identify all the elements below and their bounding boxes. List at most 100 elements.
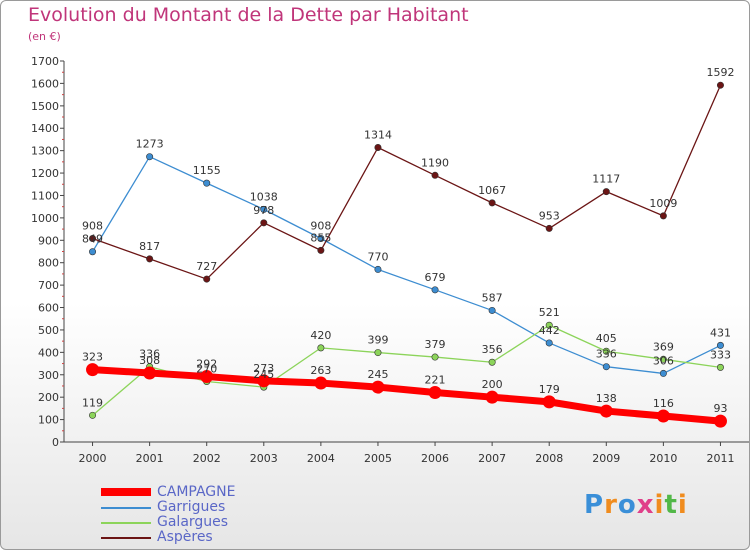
legend-item-asperes[interactable]: Aspères [101,530,401,545]
data-point-garrigues[interactable] [260,205,268,213]
data-point-asperes[interactable] [203,275,211,283]
data-label-campagne: 93 [713,402,727,415]
data-point-garrigues[interactable] [488,306,496,314]
data-point-garrigues[interactable] [146,153,154,161]
data-labels-layer: 849 1273 1155 1038 908 770 679 587 442 336 306 431 1… [82,66,734,415]
data-label-galargues: 379 [425,338,446,351]
legend-label-galargues: Galargues [157,514,229,530]
data-point-garrigues[interactable] [716,341,724,349]
data-label-asperes: 1592 [706,66,734,79]
data-point-campagne[interactable] [656,409,670,423]
data-label-asperes: 1190 [421,156,449,169]
legend-item-galargues[interactable]: Galargues [101,515,401,530]
legend-swatch-campagne [101,488,151,496]
legend-label-asperes: Aspères [157,529,213,545]
data-label-garrigues: 306 [653,354,674,367]
data-point-campagne[interactable] [713,414,727,428]
data-point-campagne[interactable] [143,366,157,380]
y-tick-label: 1100 [31,189,59,202]
data-point-asperes[interactable] [146,255,154,263]
data-label-garrigues: 1038 [250,190,278,203]
data-point-campagne[interactable] [599,404,613,418]
data-label-garrigues: 587 [482,291,503,304]
data-point-galargues[interactable] [545,321,553,329]
data-point-campagne[interactable] [428,385,442,399]
y-tick-label: 0 [52,436,59,449]
y-tick-label: 600 [38,302,59,315]
series-layer [86,81,727,428]
data-point-asperes[interactable] [545,224,553,232]
data-point-asperes[interactable] [89,235,97,243]
data-label-galargues: 356 [482,343,503,356]
data-point-asperes[interactable] [260,219,268,227]
legend-item-garrigues[interactable]: Garrigues [101,500,401,515]
data-label-campagne: 245 [367,368,388,381]
y-tick-label: 1200 [31,167,59,180]
data-point-galargues[interactable] [488,358,496,366]
data-point-asperes[interactable] [716,81,724,89]
data-point-campagne[interactable] [485,390,499,404]
data-point-asperes[interactable] [317,246,325,254]
data-point-campagne[interactable] [86,363,100,377]
data-point-garrigues[interactable] [203,179,211,187]
data-point-campagne[interactable] [257,374,271,388]
data-label-galargues: 336 [139,348,160,361]
legend-swatch-galargues [101,522,151,524]
data-label-asperes: 1314 [364,129,392,142]
data-point-galargues[interactable] [374,349,382,357]
series-line-galargues [92,324,721,416]
data-point-galargues[interactable] [659,355,667,363]
data-point-galargues[interactable] [602,347,610,355]
data-point-garrigues[interactable] [545,339,553,347]
data-point-galargues[interactable] [317,344,325,352]
y-tick-label: 700 [38,279,59,292]
data-point-campagne[interactable] [371,380,385,394]
y-tick-label: 400 [38,346,59,359]
data-label-asperes: 908 [82,220,103,233]
data-label-garrigues: 679 [425,271,446,284]
data-point-garrigues[interactable] [431,286,439,294]
data-label-campagne: 308 [139,354,160,367]
data-point-asperes[interactable] [659,212,667,220]
legend-item-campagne[interactable]: CAMPAGNE [101,485,401,500]
data-label-campagne: 292 [196,358,217,371]
x-tick-label: 2000 [79,452,107,465]
legend-swatch-asperes [101,537,151,539]
x-tick-label: 2002 [193,452,221,465]
data-point-asperes[interactable] [431,171,439,179]
x-tick-label: 2011 [706,452,734,465]
y-tick-label: 1600 [31,77,59,90]
data-label-galargues: 405 [596,332,617,345]
y-tick-label: 100 [38,414,59,427]
data-point-galargues[interactable] [89,411,97,419]
data-point-garrigues[interactable] [602,363,610,371]
data-label-asperes: 953 [539,209,560,222]
data-label-campagne: 138 [596,392,617,405]
data-point-galargues[interactable] [431,353,439,361]
data-point-campagne[interactable] [542,395,556,409]
data-point-asperes[interactable] [602,188,610,196]
data-point-garrigues[interactable] [374,265,382,273]
x-tick-label: 2006 [421,452,449,465]
data-label-asperes: 855 [310,231,331,244]
data-point-asperes[interactable] [374,144,382,152]
data-point-garrigues[interactable] [317,235,325,243]
data-point-garrigues[interactable] [659,369,667,377]
data-label-garrigues: 770 [367,250,388,263]
data-point-campagne[interactable] [200,370,214,384]
data-point-asperes[interactable] [488,199,496,207]
data-label-campagne: 116 [653,397,674,410]
data-point-campagne[interactable] [314,376,328,390]
data-point-garrigues[interactable] [89,248,97,256]
legend-label-garrigues: Garrigues [157,499,226,515]
series-line-asperes [92,84,722,280]
y-tick-label: 1300 [31,145,59,158]
data-label-campagne: 263 [310,364,331,377]
legend-label-campagne: CAMPAGNE [157,484,236,500]
x-tick-label: 2004 [307,452,335,465]
data-label-campagne: 323 [82,351,103,364]
data-point-galargues[interactable] [716,363,724,371]
data-label-campagne: 273 [253,362,274,375]
y-tick-label: 1700 [31,55,59,68]
